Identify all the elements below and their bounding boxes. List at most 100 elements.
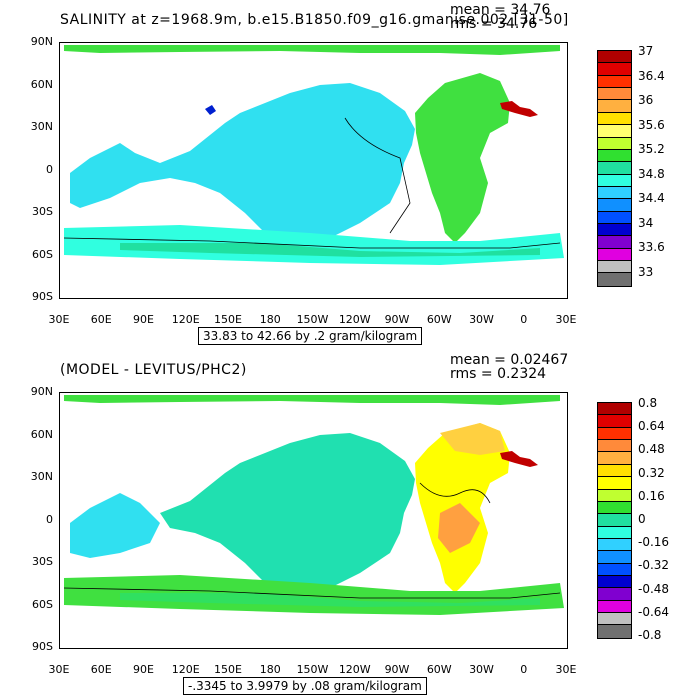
colorbar-swatch bbox=[598, 613, 631, 626]
lat-tick-label: 90N bbox=[30, 35, 53, 48]
panel2-colorbar bbox=[597, 402, 632, 639]
southern-ocean-band bbox=[120, 243, 540, 257]
colorbar-swatch bbox=[598, 538, 631, 552]
colorbar-label: 0.48 bbox=[638, 442, 665, 457]
colorbar-label: -0.64 bbox=[638, 604, 670, 619]
pacific-region bbox=[160, 433, 415, 598]
lat-tick-label: 60S bbox=[32, 247, 53, 261]
colorbar-swatch bbox=[598, 51, 631, 64]
contour-line bbox=[344, 117, 411, 234]
colorbar-label: 36.4 bbox=[638, 68, 665, 83]
lon-tick-label: 0 bbox=[520, 663, 528, 676]
indian-ocean bbox=[70, 493, 160, 558]
arctic-ocean bbox=[64, 45, 560, 55]
mediterranean-anomaly bbox=[500, 451, 538, 467]
panel2-mean: mean = 0.02467 bbox=[450, 352, 569, 368]
colorbar-label: 33 bbox=[638, 264, 654, 279]
mediterranean-high-salinity bbox=[500, 101, 538, 117]
colorbar-swatch bbox=[598, 174, 631, 187]
colorbar-label: 34 bbox=[638, 215, 654, 230]
colorbar-label: -0.16 bbox=[638, 535, 670, 550]
lon-tick-label: 150E bbox=[214, 313, 242, 326]
lon-tick-label: 60E bbox=[90, 313, 112, 326]
contour-line bbox=[63, 587, 561, 599]
colorbar-label: 0.8 bbox=[638, 396, 658, 410]
colorbar-label: 34.8 bbox=[638, 166, 665, 181]
colorbar-swatch bbox=[598, 63, 631, 76]
colorbar-label: 0 bbox=[638, 512, 646, 526]
lon-tick-label: 150W bbox=[296, 313, 329, 326]
lon-tick-label: 90E bbox=[133, 313, 154, 326]
north-atlantic-positive bbox=[440, 423, 505, 455]
lon-tick-label: 60W bbox=[426, 663, 452, 676]
southern-ocean-band bbox=[120, 593, 540, 607]
lat-tick-label: 0 bbox=[46, 162, 53, 176]
lat-tick-label: 30S bbox=[32, 205, 53, 218]
colorbar-swatch bbox=[598, 261, 631, 274]
colorbar-swatch bbox=[598, 452, 631, 465]
colorbar-swatch bbox=[598, 403, 631, 416]
lon-tick-label: 120W bbox=[338, 313, 371, 326]
colorbar-label: 35.2 bbox=[638, 142, 665, 156]
contour-line bbox=[63, 237, 561, 249]
contour-line bbox=[419, 482, 491, 504]
colorbar-swatch bbox=[598, 440, 631, 453]
colorbar-swatch bbox=[598, 464, 631, 478]
lat-tick-label: 30S bbox=[32, 555, 53, 568]
colorbar-swatch bbox=[598, 526, 631, 539]
lon-tick-label: 90W bbox=[384, 663, 410, 676]
colorbar-swatch bbox=[598, 415, 631, 428]
colorbar-swatch bbox=[598, 248, 631, 262]
lon-tick-label: 30W bbox=[469, 663, 494, 676]
lon-tick-label: 0 bbox=[520, 313, 528, 326]
panel1-range-box: 33.83 to 42.66 by .2 gram/kilogram bbox=[198, 327, 423, 345]
colorbar-swatch bbox=[598, 112, 631, 126]
lon-tick-label: 150W bbox=[296, 663, 329, 676]
colorbar-label: -0.48 bbox=[638, 581, 670, 596]
panel2-rms: rms = 0.2324 bbox=[450, 366, 547, 382]
lon-tick-label: 120E bbox=[171, 663, 200, 676]
colorbar-swatch bbox=[598, 186, 631, 200]
lat-tick-label: 90N bbox=[30, 385, 53, 398]
lon-tick-label: 120W bbox=[338, 663, 371, 676]
panel2-range-box: -.3345 to 3.9979 by .08 gram/kilogram bbox=[183, 677, 427, 695]
panel1-colorbar bbox=[597, 50, 632, 287]
lon-tick-label: 60E bbox=[90, 663, 112, 676]
lon-tick-label: 180 bbox=[259, 313, 281, 326]
lon-tick-label: 180 bbox=[259, 663, 281, 676]
colorbar-swatch bbox=[598, 162, 631, 175]
colorbar-label: 36 bbox=[638, 93, 654, 107]
lon-tick-label: 30E bbox=[555, 663, 577, 676]
colorbar-swatch bbox=[598, 100, 631, 113]
colorbar-swatch bbox=[598, 588, 631, 601]
lon-tick-label: 90W bbox=[384, 313, 410, 326]
panel1-rms: rms = 34.76 bbox=[450, 16, 538, 32]
colorbar-swatch bbox=[598, 600, 631, 614]
colorbar-label: 0.32 bbox=[638, 465, 665, 480]
lon-tick-label: 90E bbox=[133, 663, 154, 676]
colorbar-swatch bbox=[598, 501, 631, 515]
arctic-ocean bbox=[64, 395, 560, 405]
colorbar-label: -0.32 bbox=[638, 558, 670, 573]
lat-tick-label: 90S bbox=[32, 290, 53, 303]
colorbar-swatch bbox=[598, 137, 631, 150]
colorbar-swatch bbox=[598, 75, 631, 89]
colorbar-label: 35.6 bbox=[638, 117, 665, 132]
colorbar-swatch bbox=[598, 489, 631, 502]
pacific-indian-region bbox=[70, 83, 415, 248]
colorbar-swatch bbox=[598, 199, 631, 212]
atlantic-positive-anomaly bbox=[438, 503, 480, 553]
salinity-map bbox=[59, 42, 568, 299]
panel1-mean: mean = 34.76 bbox=[450, 2, 551, 18]
colorbar-swatch bbox=[598, 224, 631, 237]
lon-tick-label: 30E bbox=[48, 663, 70, 676]
lat-tick-label: 0 bbox=[46, 512, 53, 526]
colorbar-swatch bbox=[598, 427, 631, 441]
colorbar-swatch bbox=[598, 625, 631, 638]
lon-tick-label: 30E bbox=[555, 313, 577, 326]
difference-map-svg bbox=[63, 395, 564, 615]
atlantic-region bbox=[415, 73, 510, 243]
panel2-title: (MODEL - LEVITUS/PHC2) bbox=[60, 362, 247, 378]
colorbar-swatch bbox=[598, 273, 631, 286]
lat-tick-label: 90S bbox=[32, 640, 53, 653]
